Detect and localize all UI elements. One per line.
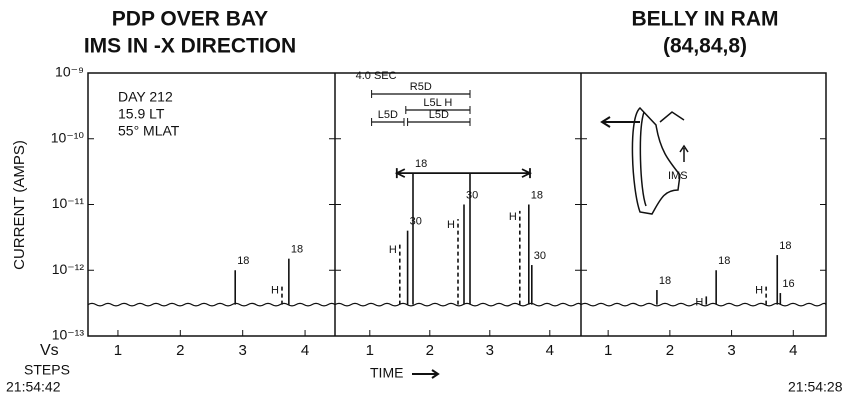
y-tick-label: 10⁻⁹ (55, 64, 84, 80)
baseline (580, 302, 827, 307)
x-tick-label: 4 (301, 342, 309, 359)
panel-title: IMS IN -X DIRECTION (84, 35, 296, 58)
annotation: 15.9 LT (118, 106, 165, 122)
x-tick-label: 3 (727, 342, 735, 359)
spike-label: H (695, 296, 703, 308)
x-axis-label: STEPS (24, 362, 70, 378)
interval-label: L5D (378, 109, 398, 121)
interval-label: L5D (429, 109, 449, 121)
x-tick-label: 3 (239, 342, 247, 359)
x-tick-label: 2 (426, 342, 434, 359)
x-prefix: Vs (40, 342, 59, 359)
spike-label: 30 (534, 250, 546, 262)
spike-label: 18 (237, 255, 249, 267)
y-tick-label: 10⁻¹² (52, 261, 85, 277)
x-tick-label: 4 (546, 342, 554, 359)
interval-label: L5L H (423, 97, 452, 109)
start-time: 21:54:42 (6, 379, 61, 395)
y-tick-label: 10⁻¹¹ (52, 195, 85, 211)
baseline (334, 302, 582, 307)
panel-title: BELLY IN RAM (631, 8, 778, 31)
end-time: 21:54:28 (788, 379, 843, 395)
annotation: 55° MLAT (118, 123, 180, 139)
spike-label: 18 (531, 189, 543, 201)
x-tick-label: 1 (366, 342, 374, 359)
panel-title: PDP OVER BAY (112, 8, 268, 31)
x-tick-label: 3 (486, 342, 494, 359)
spike-label: H (271, 285, 279, 297)
y-axis-label: CURRENT (AMPS) (11, 140, 28, 270)
spike-label: H (755, 285, 763, 297)
panel-title: (84,84,8) (663, 35, 747, 58)
plot-frame (87, 72, 827, 337)
double-arrow (394, 168, 533, 179)
time-arrow (412, 369, 440, 379)
time-label: TIME (370, 365, 403, 381)
spike-label: H (389, 244, 397, 256)
spike-label: 16 (782, 278, 794, 290)
spike-label: 30 (410, 216, 422, 228)
y-tick-label: 10⁻¹³ (52, 327, 85, 343)
spike-label: H (447, 219, 455, 231)
spike-label: 18 (718, 255, 730, 267)
interval-label: 4.0 SEC (356, 70, 397, 82)
spike-label: 18 (415, 158, 427, 170)
x-tick-label: 1 (604, 342, 612, 359)
spike-label: 18 (779, 240, 791, 252)
x-tick-label: 2 (666, 342, 674, 359)
spike-label: 18 (659, 275, 671, 287)
x-tick-label: 2 (176, 342, 184, 359)
x-tick-label: 1 (114, 342, 122, 359)
interval-label: R5D (410, 81, 432, 93)
spike-label: H (509, 211, 517, 223)
baseline (87, 302, 336, 307)
spike-label: 30 (466, 189, 478, 201)
spike-label: 18 (291, 244, 303, 256)
x-tick-label: 4 (789, 342, 797, 359)
y-tick-label: 10⁻¹⁰ (51, 129, 85, 145)
spacecraft-inset (600, 106, 689, 215)
annotation: DAY 212 (118, 89, 173, 105)
inset-label: IMS (668, 170, 688, 182)
